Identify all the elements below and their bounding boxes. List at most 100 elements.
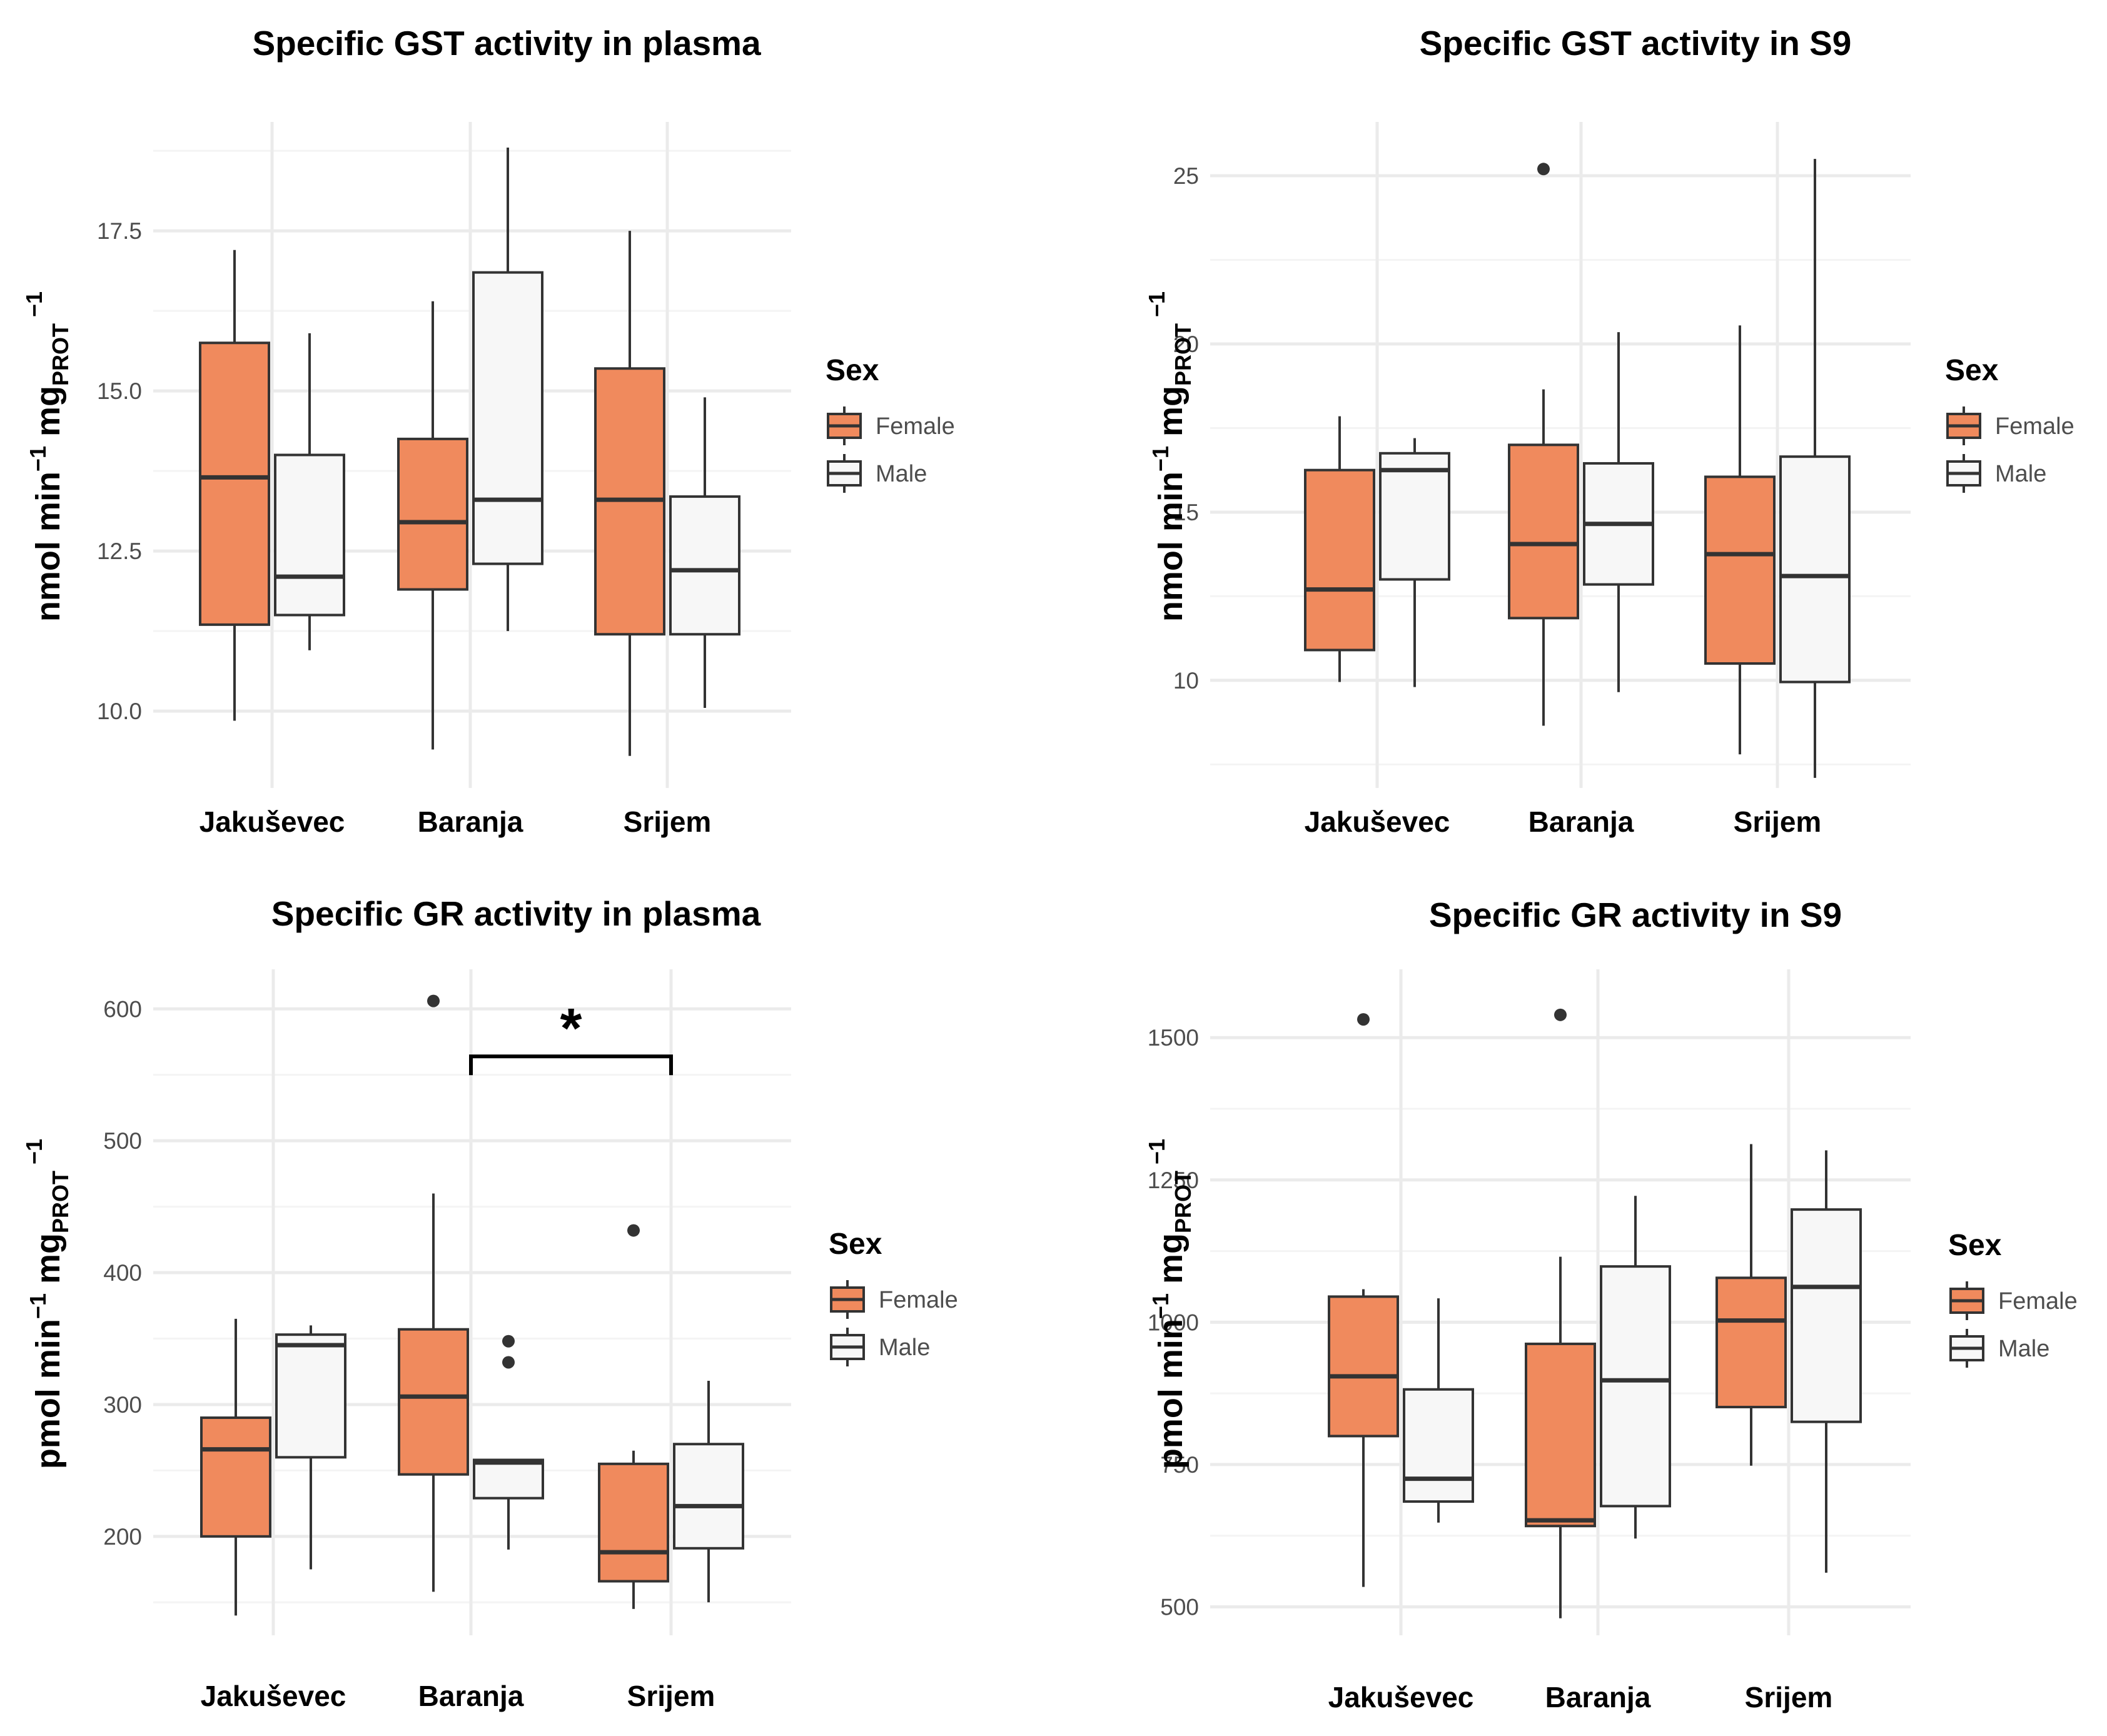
x-category-label: Jakuševec (1328, 1681, 1474, 1713)
x-category-label: Baranja (418, 805, 523, 838)
outlier-point (1554, 1008, 1567, 1021)
box-body (199, 341, 270, 626)
y-tick-label: 12.5 (97, 538, 142, 564)
y-tick-label: 200 (103, 1524, 142, 1550)
x-category-label: Srijem (1734, 805, 1822, 838)
legend-title: Sex (1948, 1229, 2002, 1262)
y-tick-label: 10 (1173, 668, 1199, 694)
x-category-label: Jakuševec (200, 805, 345, 838)
legend-label-female: Female (1995, 413, 2074, 440)
box-male-Srijem (673, 1380, 744, 1603)
y-axis-label-exp2: −1 (1144, 291, 1170, 323)
x-category-label: Baranja (1545, 1681, 1651, 1713)
box-body (397, 437, 468, 591)
x-category-label: Srijem (627, 1680, 715, 1712)
y-tick-label: 15.0 (97, 378, 142, 404)
y-axis-label-sub: PROT (48, 1171, 73, 1233)
box-female-Srijem (598, 1224, 669, 1609)
box-female-Srijem (1704, 325, 1776, 755)
significance-star: * (560, 997, 582, 1060)
box-female-Jakuševec (1304, 416, 1375, 682)
box-body (1328, 1295, 1399, 1438)
legend-title: Sex (829, 1228, 882, 1261)
x-category-label: Srijem (1745, 1681, 1833, 1713)
box-body (1600, 1265, 1671, 1508)
y-axis-label-base: pmol min (29, 1319, 67, 1469)
box-female-Baranja (1525, 1008, 1596, 1618)
outlier-point (502, 1356, 515, 1369)
box-body (1779, 455, 1851, 684)
y-axis-label-exp1: −1 (25, 446, 51, 472)
box-male-Jakuševec (1403, 1298, 1474, 1523)
box-body (200, 1416, 271, 1538)
y-tick-label: 1500 (1148, 1025, 1199, 1051)
box-body (1508, 443, 1579, 620)
x-category-label: Jakuševec (1305, 805, 1450, 838)
y-tick-label: 1250 (1148, 1168, 1199, 1193)
box-body (398, 1328, 469, 1476)
box-body (1525, 1342, 1596, 1528)
chart-panel-2: 10 15 20 25 Jakuševec Baranja Srijem Specific G… (1144, 24, 2074, 838)
y-axis-label-mid: mg (29, 386, 67, 446)
box-female-Baranja (397, 301, 468, 750)
y-axis-label-exp1: −1 (1148, 1293, 1173, 1319)
box-female-Baranja (1508, 163, 1579, 726)
box-body (1304, 468, 1375, 652)
y-tick-label: 500 (1160, 1594, 1199, 1620)
y-tick-label: 600 (103, 996, 142, 1022)
x-category-label: Baranja (418, 1680, 524, 1712)
outlier-point (427, 994, 440, 1007)
box-female-Jakuševec (200, 1318, 271, 1616)
y-axis-label-sub: PROT (1170, 1171, 1196, 1233)
box-body (1715, 1276, 1787, 1408)
y-axis-label: nmol min−1 mgPROT −1 (21, 291, 73, 622)
y-axis-label-base: nmol min (1152, 472, 1190, 622)
chart-title: Specific GR activity in S9 (1429, 896, 1842, 934)
chart-title: Specific GR activity in plasma (271, 894, 761, 933)
box-body (473, 1458, 544, 1500)
x-category-label: Srijem (624, 805, 712, 838)
box-male-Srijem (1779, 159, 1851, 778)
outlier-point (1537, 163, 1550, 176)
legend-label-female: Female (876, 413, 955, 440)
box-body (1403, 1388, 1474, 1503)
y-axis-label: pmol min−1 mgPROT −1 (21, 1139, 73, 1469)
legend: Sex Female Male (829, 1228, 958, 1366)
y-tick-label: 300 (103, 1392, 142, 1418)
y-tick-label: 10.0 (97, 699, 142, 724)
y-axis-label-sub: PROT (1170, 323, 1196, 386)
legend-label-male: Male (1995, 461, 2046, 487)
box-body (1704, 475, 1776, 665)
legend: Sex Female Male (1948, 1229, 2078, 1368)
y-axis-label: nmol min−1 mgPROT −1 (1144, 291, 1196, 622)
chart-title: Specific GST activity in S9 (1420, 24, 1852, 63)
y-tick-label: 500 (103, 1128, 142, 1154)
x-category-label: Jakuševec (201, 1680, 346, 1712)
y-axis-label-exp1: −1 (25, 1293, 51, 1319)
box-body (275, 1333, 346, 1459)
box-body (1791, 1208, 1862, 1423)
box-male-Jakuševec (1379, 438, 1450, 687)
box-male-Baranja (473, 1335, 544, 1550)
legend-title: Sex (1945, 354, 1999, 387)
y-tick-label: 15 (1173, 500, 1199, 525)
box-body (472, 271, 543, 565)
legend: Sex Female Male (826, 354, 955, 493)
box-male-Srijem (669, 397, 740, 708)
box-male-Baranja (472, 147, 543, 632)
legend-label-female: Female (1998, 1288, 2078, 1315)
y-axis-label-exp2: −1 (21, 1139, 47, 1171)
outlier-point (1357, 1013, 1370, 1026)
y-axis-label-base: nmol min (29, 472, 67, 622)
y-tick-label: 17.5 (97, 218, 142, 244)
legend-label-male: Male (879, 1335, 930, 1361)
legend-title: Sex (826, 354, 879, 387)
box-female-Srijem (1715, 1144, 1787, 1466)
box-body (274, 453, 345, 617)
y-tick-label: 20 (1173, 331, 1199, 357)
y-axis-label-exp2: −1 (1144, 1139, 1170, 1171)
box-body (673, 1443, 744, 1550)
chart-panel-1: 10.0 12.5 15.0 17.5 Jakuševec Baranja Srijem Sp… (21, 24, 955, 838)
box-female-Srijem (594, 231, 665, 756)
chart-panel-3: 200 300 400 500 600 Jakuševec Baranja Srijem Spe… (21, 894, 958, 1712)
